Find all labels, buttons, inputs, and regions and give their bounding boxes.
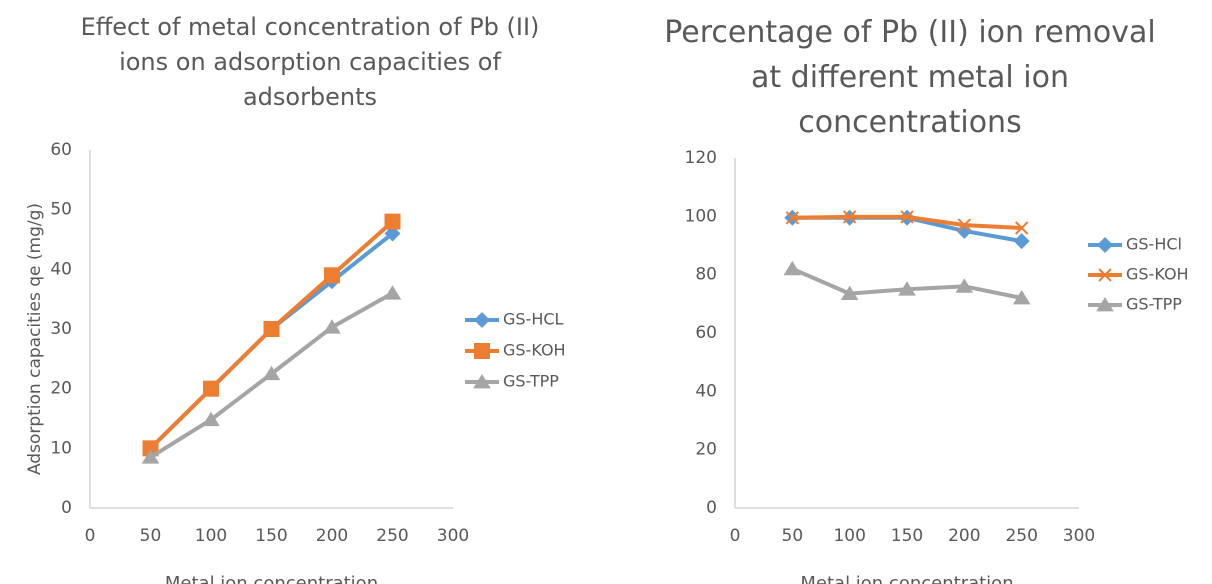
chart-title: Percentage of Pb (II) ion removal at dif… — [664, 15, 1156, 140]
marker — [783, 260, 802, 276]
x-tick-label: 250 — [376, 526, 408, 546]
y-tick-label: 60 — [695, 323, 717, 343]
legend-marker — [474, 343, 490, 359]
legend-label: GS-HCl — [1126, 235, 1182, 254]
x-tick-label: 150 — [255, 526, 287, 546]
x-tick-label: 200 — [948, 526, 980, 546]
legend-label: GS-KOH — [1126, 265, 1189, 284]
y-tick-label: 20 — [695, 440, 717, 460]
y-axis-label: Adsorption capacities qe (mg/g) — [25, 203, 45, 475]
marker — [383, 285, 402, 300]
legend-label: GS-KOH — [503, 341, 566, 360]
y-tick-label: 40 — [50, 259, 72, 279]
x-tick-label: 300 — [1063, 526, 1095, 546]
marker — [842, 210, 857, 224]
legend-marker — [474, 312, 490, 328]
y-tick-label: 0 — [706, 498, 717, 518]
marker — [1014, 221, 1029, 235]
x-tick-label: 50 — [782, 526, 804, 546]
series-line — [149, 231, 394, 450]
marker — [900, 210, 914, 224]
x-tick-label: 0 — [85, 526, 96, 546]
legend-marker — [1098, 268, 1112, 282]
marker — [898, 281, 916, 296]
y-tick-label: 30 — [50, 319, 72, 339]
marker — [141, 449, 160, 464]
marker — [840, 285, 859, 301]
legend-label: GS-TPP — [503, 372, 559, 391]
x-tick-label: 100 — [833, 526, 865, 546]
x-tick-label: 0 — [730, 526, 741, 546]
x-axis-label: Metal ion concentration — [165, 573, 378, 584]
marker — [323, 319, 341, 334]
legend-marker — [1097, 237, 1113, 253]
legend-label: GS-HCL — [503, 310, 564, 329]
x-tick-label: 250 — [1005, 526, 1037, 546]
y-tick-label: 50 — [50, 200, 72, 220]
legend-marker — [1096, 297, 1114, 312]
x-tick-label: 50 — [140, 526, 162, 546]
marker — [263, 321, 280, 337]
marker — [785, 211, 800, 225]
x-tick-label: 200 — [316, 526, 348, 546]
y-tick-label: 100 — [685, 206, 717, 226]
marker — [202, 411, 220, 427]
x-axis-label: Metal ion concentration — [800, 573, 1013, 584]
y-tick-label: 60 — [50, 140, 72, 160]
x-tick-label: 300 — [437, 526, 469, 546]
x-tick-label: 150 — [891, 526, 923, 546]
y-tick-label: 40 — [695, 381, 717, 401]
y-tick-label: 0 — [61, 498, 72, 518]
marker — [1012, 290, 1031, 305]
marker — [203, 380, 219, 397]
marker — [142, 440, 159, 457]
marker — [1013, 233, 1030, 250]
y-tick-label: 120 — [685, 148, 717, 168]
chart-title: Effect of metal concentration of Pb (II)… — [80, 13, 540, 111]
marker — [957, 218, 972, 232]
y-tick-label: 80 — [695, 265, 717, 285]
marker — [324, 267, 340, 284]
marker — [955, 278, 974, 293]
legend-label: GS-TPP — [1126, 295, 1182, 314]
x-tick-label: 100 — [195, 526, 227, 546]
marker — [384, 213, 401, 230]
y-tick-label: 10 — [50, 438, 72, 458]
legend-marker — [473, 374, 491, 389]
y-tick-label: 20 — [50, 379, 72, 399]
marker — [262, 365, 281, 381]
